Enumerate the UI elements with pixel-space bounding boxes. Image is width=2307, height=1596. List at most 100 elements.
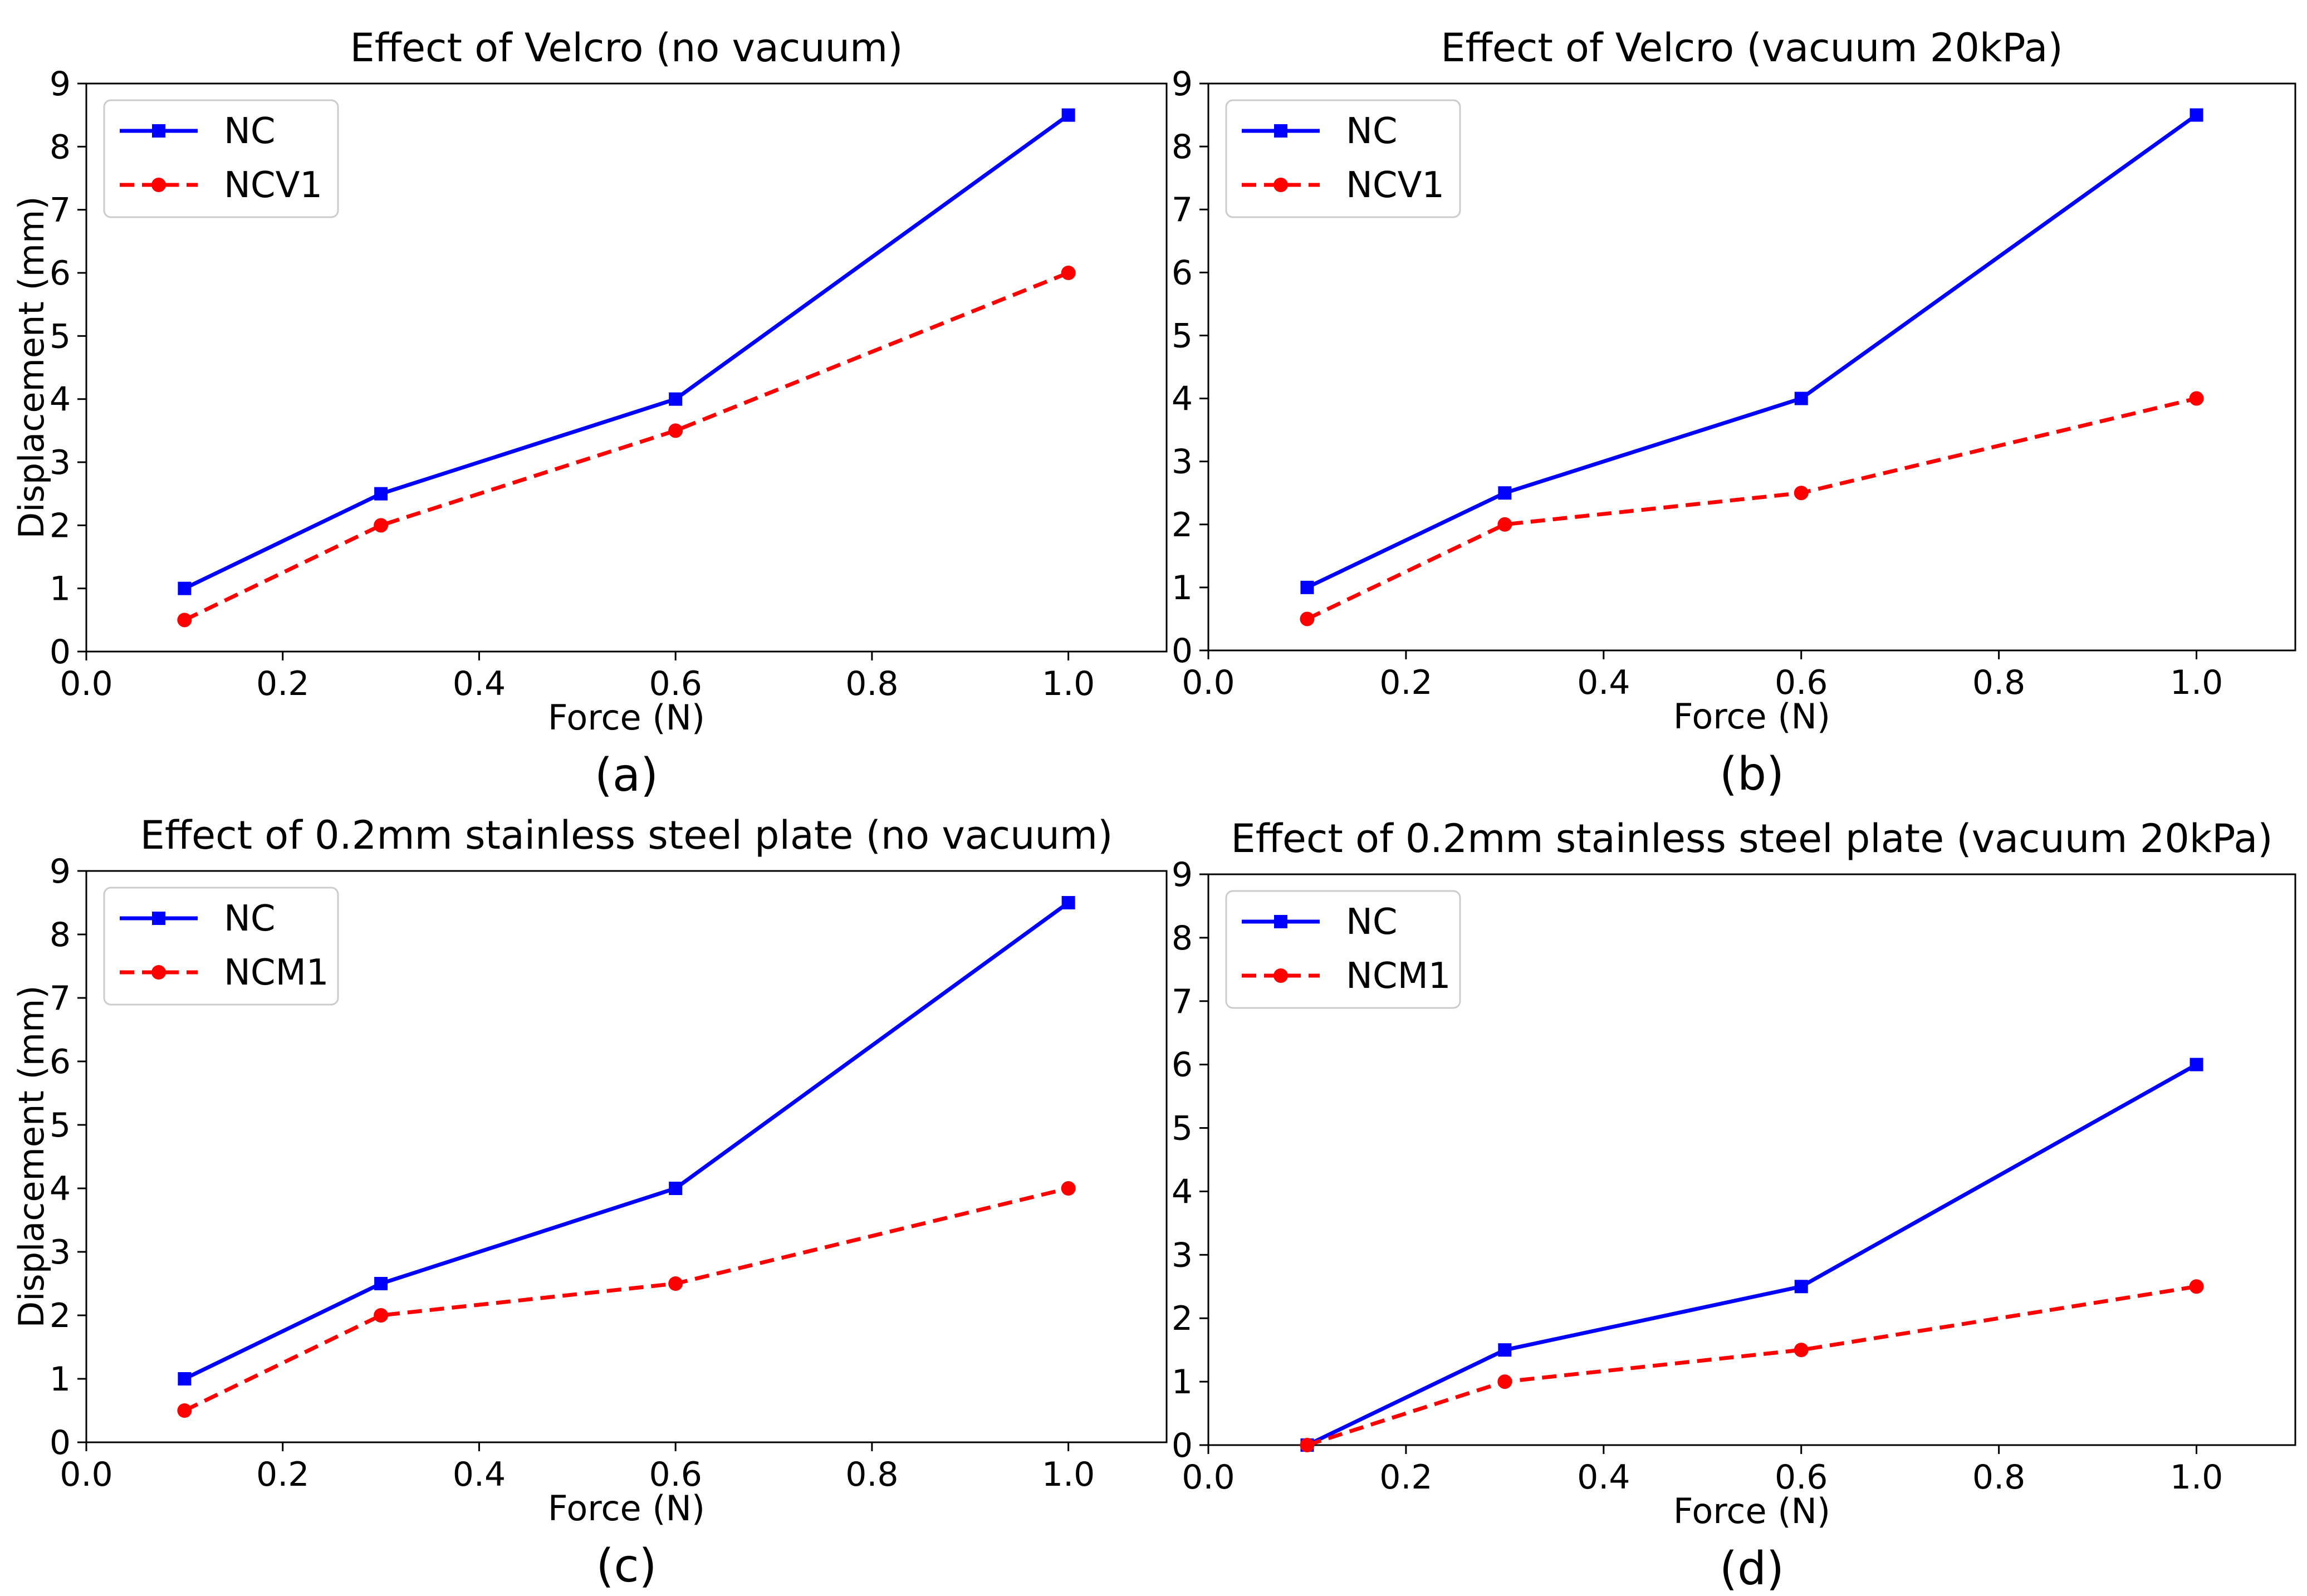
y-tick-label: 4	[1172, 1172, 1193, 1211]
y-tick-label: 4	[50, 380, 71, 419]
series-line-NCM1	[1306, 1284, 2197, 1447]
x-tick-label: 0.6	[649, 664, 702, 703]
y-tick-label: 9	[50, 852, 71, 891]
x-tick-label: 0.8	[845, 1455, 898, 1494]
panel-title: Effect of Velcro (no vacuum)	[350, 25, 903, 71]
x-tick-label: 0.2	[256, 664, 309, 703]
x-axis-label: Force (N)	[1673, 1491, 1830, 1531]
x-tick-label: 0.4	[1577, 1458, 1630, 1497]
legend-label: NC	[1346, 111, 1398, 152]
y-tick-label: 9	[1172, 65, 1193, 104]
legend-marker-NC	[152, 124, 165, 138]
y-tick-label: 1	[1172, 569, 1193, 608]
x-tick-label: 0.6	[649, 1455, 702, 1494]
panel-a: Effect of Velcro (no vacuum) 0.0 0.2 0.4 0.6…	[11, 25, 1168, 802]
legend-marker-NC	[1274, 124, 1287, 138]
y-axis-label: Displacement (mm)	[11, 985, 52, 1328]
data-point-NCV1	[1497, 517, 1512, 532]
y-tick-label: 2	[50, 506, 71, 545]
panel-b: Effect of Velcro (vacuum 20kPa) 0.0 0.2 0.4…	[1172, 25, 2296, 801]
legend: NC NCV1	[103, 99, 339, 218]
y-tick-label: 1	[50, 570, 71, 609]
panel-caption: (c)	[596, 1540, 657, 1593]
legend-marker-NCV1	[1273, 178, 1288, 192]
legend: NC NCM1	[103, 887, 339, 1006]
data-point-NCM1	[1794, 1343, 1809, 1358]
data-point-NCM1	[1300, 1438, 1315, 1452]
x-tick-label: 1.0	[2170, 663, 2223, 702]
y-tick-label: 5	[1172, 316, 1193, 355]
x-tick-label: 0.2	[1379, 1458, 1432, 1497]
y-tick-label: 5	[50, 1106, 71, 1145]
legend-label: NCV1	[224, 165, 322, 206]
legend-label: NCM1	[1346, 956, 1451, 997]
x-tick-label: 0.0	[60, 1455, 112, 1494]
legend-label: NC	[1346, 902, 1398, 943]
x-tick-label: 0.6	[1775, 1458, 1828, 1497]
y-tick-label: 3	[1172, 443, 1193, 482]
panel-c: Effect of 0.2mm stainless steel plate (n…	[11, 812, 1168, 1593]
x-tick-label: 0.4	[453, 664, 506, 703]
data-point-NC	[1794, 1280, 1808, 1294]
x-tick-label: 0.8	[1972, 663, 2025, 702]
x-tick-label: 0.4	[453, 1455, 506, 1494]
y-tick-label: 6	[1172, 253, 1193, 292]
y-tick-label: 3	[1172, 1236, 1193, 1275]
data-point-NCM1	[2189, 1279, 2204, 1294]
data-point-NCV1	[2189, 391, 2204, 406]
axes-frame	[1207, 82, 2296, 652]
legend-marker-NCM1	[1273, 968, 1288, 983]
data-point-NCV1	[374, 518, 389, 533]
data-point-NCM1	[668, 1276, 683, 1291]
y-tick-label: 0	[50, 633, 71, 672]
y-tick-label: 3	[50, 1233, 71, 1272]
series-line-NCV1	[183, 271, 1069, 622]
y-tick-label: 9	[50, 65, 71, 104]
series-line-NCM1	[183, 1186, 1069, 1413]
legend-marker-NCV1	[151, 178, 166, 192]
x-axis-label: Force (N)	[548, 1488, 705, 1529]
data-point-NC	[1300, 580, 1314, 594]
legend-marker-NCM1	[151, 965, 166, 980]
y-tick-label: 0	[50, 1423, 71, 1462]
y-tick-label: 2	[1172, 506, 1193, 545]
y-tick-label: 8	[1172, 919, 1193, 958]
y-tick-label: 6	[50, 254, 71, 293]
legend-label: NCV1	[1346, 165, 1444, 206]
y-tick-label: 1	[50, 1360, 71, 1399]
panel-title: Effect of Velcro (vacuum 20kPa)	[1441, 25, 2063, 71]
y-tick-label: 5	[50, 317, 71, 356]
y-tick-label: 3	[50, 443, 71, 482]
panel-caption: (d)	[1720, 1543, 1784, 1595]
series-line-NC	[183, 113, 1070, 590]
series-line-NC	[1306, 113, 2198, 590]
data-point-NC	[178, 581, 192, 595]
x-tick-label: 0.0	[1182, 663, 1235, 702]
data-point-NCM1	[1061, 1181, 1076, 1196]
y-tick-label: 0	[1172, 631, 1193, 670]
y-axis-label: Displacement (mm)	[11, 196, 52, 538]
x-tick-label: 0.0	[1182, 1458, 1235, 1497]
data-point-NC	[1061, 108, 1075, 122]
data-point-NCM1	[177, 1403, 192, 1418]
legend-marker-NC	[1274, 915, 1287, 928]
legend: NC NCM1	[1225, 890, 1461, 1009]
y-tick-label: 7	[1172, 190, 1193, 229]
legend-label: NC	[224, 111, 276, 152]
y-tick-label: 7	[50, 191, 71, 230]
legend-marker-NC	[152, 912, 165, 925]
data-point-NC	[1794, 391, 1808, 405]
series-line-NC	[183, 901, 1070, 1381]
x-tick-label: 0.4	[1577, 663, 1630, 702]
x-tick-label: 0.2	[256, 1455, 309, 1494]
axes-frame	[1207, 873, 2296, 1446]
series-line-NCV1	[1306, 396, 2197, 621]
y-tick-label: 2	[50, 1296, 71, 1335]
panel-title: Effect of 0.2mm stainless steel plate (n…	[140, 812, 1113, 858]
y-tick-label: 8	[1172, 128, 1193, 167]
data-point-NC	[669, 392, 683, 406]
x-axis-label: Force (N)	[548, 697, 705, 738]
y-tick-label: 1	[1172, 1363, 1193, 1402]
data-point-NCV1	[1061, 266, 1076, 280]
panel-d: Effect of 0.2mm stainless steel plate (v…	[1172, 816, 2296, 1595]
